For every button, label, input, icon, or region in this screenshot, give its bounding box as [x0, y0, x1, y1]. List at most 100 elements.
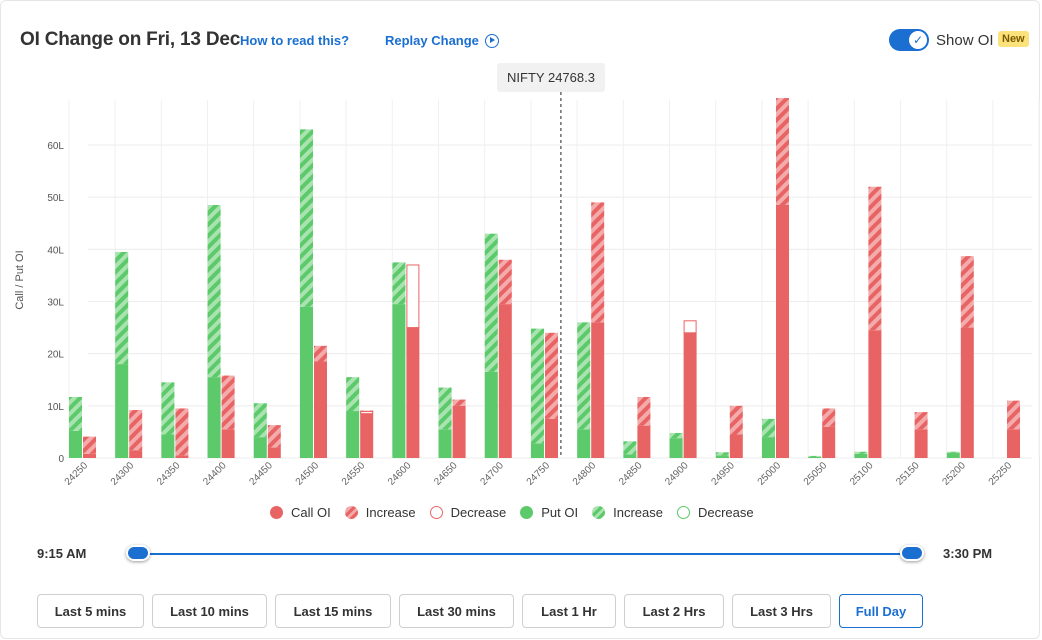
- call-oi-bar: [545, 418, 558, 458]
- put-increase-bar: [438, 387, 452, 430]
- call-oi-bar: [129, 450, 143, 458]
- time-range-track[interactable]: [138, 553, 912, 555]
- x-tick-label: 24850: [617, 460, 645, 488]
- time-filter-button[interactable]: Last 2 Hrs: [624, 594, 724, 628]
- time-filter-button[interactable]: Last 5 mins: [37, 594, 144, 628]
- put-oi-bar: [715, 455, 729, 458]
- put-oi-bar: [115, 364, 129, 458]
- put-oi-bar: [623, 454, 637, 458]
- call-oi-bar: [267, 447, 281, 458]
- put-increase-bar: [115, 251, 129, 365]
- put-oi-bar: [577, 429, 591, 458]
- legend-label: Put OI: [541, 505, 579, 520]
- replay-change-button[interactable]: Replay Change: [385, 33, 499, 48]
- new-badge: New: [998, 31, 1029, 47]
- legend-label: Increase: [613, 505, 663, 520]
- put-oi-bar: [253, 437, 267, 458]
- call-decrease-bar: [360, 411, 374, 415]
- call-oi-bar: [314, 361, 327, 458]
- range-end-handle[interactable]: [900, 545, 924, 561]
- call-oi-bar: [83, 453, 96, 458]
- legend-label: Increase: [365, 505, 416, 520]
- call-increase-bar: [314, 345, 327, 362]
- legend-item: Put OI: [520, 505, 578, 520]
- call-oi-bar: [683, 332, 697, 458]
- chart-legend: Call OI Increase Decrease Put OI Increase Dec…: [270, 505, 768, 520]
- put-oi-bar: [346, 411, 360, 458]
- call-decrease-bar: [683, 320, 697, 334]
- call-oi-bar: [498, 304, 512, 458]
- play-icon: [484, 33, 499, 48]
- put-increase-bar: [623, 441, 637, 455]
- x-tick-label: 24900: [663, 460, 691, 488]
- x-tick-label: 25200: [940, 460, 968, 488]
- legend-swatch: [270, 506, 283, 519]
- call-oi-bar: [960, 327, 974, 458]
- y-tick-label: 10L: [47, 402, 64, 413]
- put-oi-bar: [69, 430, 82, 458]
- x-tick-label: 25000: [756, 460, 784, 488]
- show-oi-toggle[interactable]: ✓: [889, 29, 929, 51]
- call-increase-bar: [591, 202, 605, 323]
- call-oi-bar: [729, 434, 743, 458]
- replay-label: Replay Change: [385, 33, 479, 48]
- put-oi-bar: [161, 434, 175, 458]
- x-tick-label: 24350: [155, 460, 183, 488]
- y-tick-label: 0: [58, 454, 64, 465]
- put-increase-bar: [762, 418, 775, 438]
- range-start-label: 9:15 AM: [37, 546, 87, 561]
- y-tick-label: 20L: [47, 350, 64, 361]
- call-increase-bar: [776, 98, 789, 205]
- put-increase-bar: [300, 129, 313, 307]
- time-filter-button[interactable]: Full Day: [839, 594, 923, 628]
- put-increase-bar: [854, 451, 868, 454]
- call-increase-bar: [498, 259, 512, 305]
- put-oi-bar: [669, 438, 683, 458]
- legend-item: Call OI: [270, 505, 331, 520]
- put-increase-bar: [161, 382, 175, 435]
- time-filter-button[interactable]: Last 15 mins: [275, 594, 391, 628]
- call-increase-bar: [545, 332, 558, 419]
- call-oi-bar: [406, 327, 420, 458]
- call-oi-bar: [637, 425, 651, 458]
- call-increase-bar: [83, 436, 96, 454]
- legend-item: Decrease: [429, 505, 507, 520]
- range-start-handle[interactable]: [126, 545, 150, 561]
- put-increase-bar: [69, 396, 82, 431]
- legend-label: Decrease: [450, 505, 507, 520]
- x-tick-label: 25250: [987, 460, 1015, 488]
- legend-swatch: [344, 506, 358, 519]
- x-tick-label: 25150: [894, 460, 922, 488]
- call-increase-bar: [267, 425, 281, 448]
- time-filter-button[interactable]: Last 1 Hr: [522, 594, 616, 628]
- call-oi-bar: [175, 455, 189, 458]
- put-increase-bar: [577, 322, 591, 430]
- time-filter-button[interactable]: Last 30 mins: [399, 594, 514, 628]
- x-tick-label: 24600: [386, 460, 414, 488]
- time-filter-buttons: Last 5 mins Last 10 mins Last 15 mins Last …: [37, 594, 923, 628]
- put-oi-bar: [531, 443, 544, 458]
- how-to-read-link[interactable]: How to read this?: [240, 33, 350, 48]
- put-oi-bar: [762, 437, 775, 458]
- put-oi-bar: [207, 377, 221, 458]
- page-title: OI Change on Fri, 13 Dec: [20, 29, 241, 50]
- legend-label: Decrease: [697, 505, 754, 520]
- call-oi-bar: [221, 429, 235, 458]
- x-tick-label: 25100: [848, 460, 876, 488]
- check-icon: ✓: [909, 31, 927, 49]
- time-filter-button[interactable]: Last 3 Hrs: [732, 594, 831, 628]
- put-oi-bar: [300, 306, 313, 458]
- legend-item: Increase: [592, 505, 663, 520]
- x-tick-label: 24250: [63, 460, 91, 488]
- call-increase-bar: [822, 408, 836, 427]
- x-tick-label: 24500: [294, 460, 322, 488]
- x-tick-label: 24300: [109, 460, 137, 488]
- x-tick-label: 24800: [571, 460, 599, 488]
- call-oi-bar: [591, 322, 605, 458]
- call-increase-bar: [914, 412, 928, 430]
- call-oi-bar: [452, 405, 466, 458]
- put-increase-bar: [484, 233, 498, 372]
- put-oi-bar: [808, 456, 822, 458]
- time-filter-button[interactable]: Last 10 mins: [152, 594, 267, 628]
- range-end-label: 3:30 PM: [943, 546, 993, 561]
